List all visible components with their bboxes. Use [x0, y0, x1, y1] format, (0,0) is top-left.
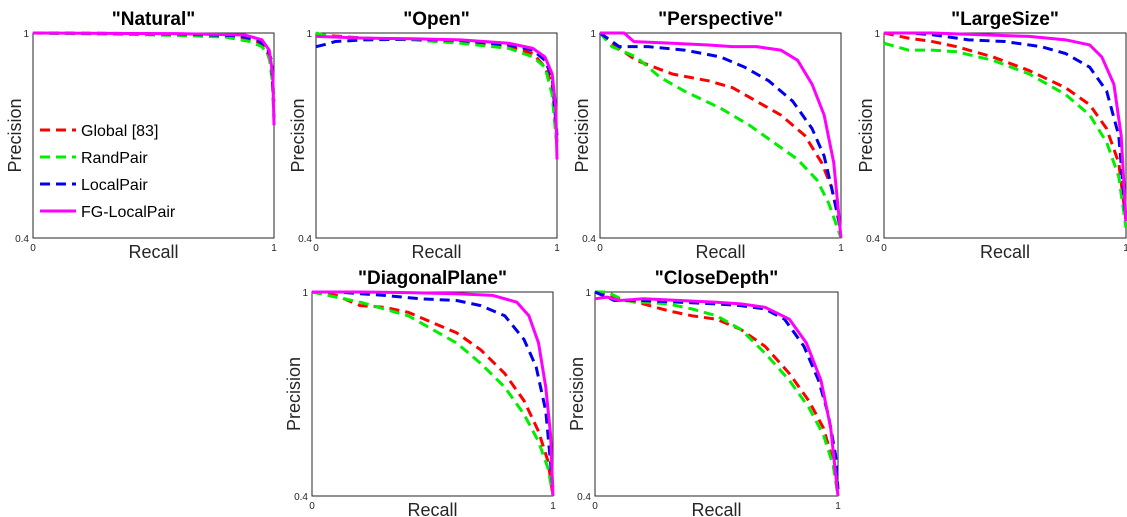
series-line-randpair	[599, 32, 843, 239]
chart-panel-2: "Open" 0 1 0.4 1 Recall Precision	[288, 9, 560, 262]
series-line-fg-localpair	[884, 31, 1127, 222]
series-line-fg-localpair	[315, 34, 559, 160]
series-line-fg-localpair	[594, 295, 840, 497]
chart-title: "Perspective"	[658, 9, 783, 30]
series-line-randpair	[883, 41, 1127, 228]
legend-label-global-83: Global [83]	[81, 123, 158, 140]
y-axis-label: Precision	[567, 357, 587, 431]
series-line-global-83	[883, 31, 1127, 222]
series-line-randpair	[311, 290, 555, 497]
x-tick-label: 0	[881, 243, 887, 254]
x-tick-label: 1	[554, 243, 560, 254]
y-tick-label: 0.4	[577, 492, 591, 503]
y-tick-label: 1	[306, 29, 312, 40]
y-tick-label: 1	[302, 288, 308, 299]
y-tick-label: 1	[874, 29, 880, 40]
series-line-localpair	[315, 37, 559, 136]
chart-title: "LargeSize"	[951, 9, 1059, 30]
y-tick-label: 0.4	[298, 234, 312, 245]
x-tick-label: 0	[313, 243, 319, 254]
series-line-randpair	[595, 290, 840, 497]
x-tick-label: 0	[597, 243, 603, 254]
x-axis-label: Recall	[128, 242, 178, 262]
chart-panel-3: "Perspective" 0 1 0.4 1 Recall Precision	[572, 9, 844, 262]
series-line-fg-localpair	[600, 31, 843, 239]
x-axis-label: Recall	[980, 242, 1030, 262]
y-axis-label: Precision	[572, 98, 592, 172]
axes-box	[599, 32, 842, 239]
series-line-fg-localpair	[32, 31, 276, 126]
y-tick-label: 1	[590, 29, 596, 40]
legend-label-localpair: LocalPair	[81, 177, 148, 194]
series-line-global-83	[32, 31, 276, 102]
legend: Global [83] RandPair LocalPair FG-LocalPair	[40, 123, 176, 221]
y-axis-label: Precision	[5, 98, 25, 172]
chart-panel-1: "Natural" 0 1 0.4 1 Recall Precision	[5, 9, 277, 262]
series-line-global-83	[311, 290, 555, 497]
x-tick-label: 0	[309, 501, 315, 512]
series-line-localpair	[32, 31, 276, 119]
chart-title: "DiagonalPlane"	[358, 268, 507, 289]
chart-title: "Natural"	[112, 9, 195, 30]
chart-panel-6: "CloseDepth" 0 1 0.4 1 Recall Precision	[567, 268, 841, 517]
axes-box	[594, 291, 839, 497]
y-tick-label: 1	[23, 29, 29, 40]
x-tick-label: 1	[1123, 243, 1127, 254]
series-line-global-83	[315, 33, 559, 143]
series-line-randpair	[315, 31, 559, 150]
chart-panel-5: "DiagonalPlane" 0 1 0.4 1 Recall Precision	[284, 268, 556, 517]
x-axis-label: Recall	[407, 500, 457, 517]
chart-title: "Open"	[403, 9, 470, 30]
x-tick-label: 1	[271, 243, 277, 254]
x-tick-label: 1	[550, 501, 556, 512]
x-tick-label: 1	[838, 243, 844, 254]
series-line-localpair	[594, 290, 840, 490]
axes-box	[315, 32, 558, 239]
x-tick-label: 0	[30, 243, 36, 254]
series-line-global-83	[594, 290, 840, 497]
y-tick-label: 0.4	[15, 234, 29, 245]
series-line-global-83	[599, 31, 843, 232]
x-axis-label: Recall	[411, 242, 461, 262]
x-axis-label: Recall	[691, 500, 741, 517]
series-line-localpair	[599, 31, 843, 232]
y-tick-label: 0.4	[866, 234, 880, 245]
y-tick-label: 0.4	[582, 234, 596, 245]
y-axis-label: Precision	[284, 357, 304, 431]
series-line-localpair	[884, 31, 1127, 222]
x-axis-label: Recall	[695, 242, 745, 262]
chart-panel-4: "LargeSize" 0 1 0.4 1 Recall Precision	[856, 9, 1127, 262]
series-line-fg-localpair	[312, 290, 555, 497]
series-line-randpair	[32, 31, 276, 95]
axes-box	[883, 32, 1127, 239]
legend-label-fg-localpair: FG-LocalPair	[81, 204, 176, 221]
x-tick-label: 0	[592, 501, 598, 512]
y-axis-label: Precision	[288, 98, 308, 172]
y-tick-label: 0.4	[294, 492, 308, 503]
axes-box	[311, 291, 554, 497]
y-tick-label: 1	[585, 288, 591, 299]
chart-title: "CloseDepth"	[655, 268, 779, 289]
y-axis-label: Precision	[856, 98, 876, 172]
legend-label-randpair: RandPair	[81, 150, 148, 167]
series-line-localpair	[312, 290, 555, 490]
x-tick-label: 1	[835, 501, 841, 512]
